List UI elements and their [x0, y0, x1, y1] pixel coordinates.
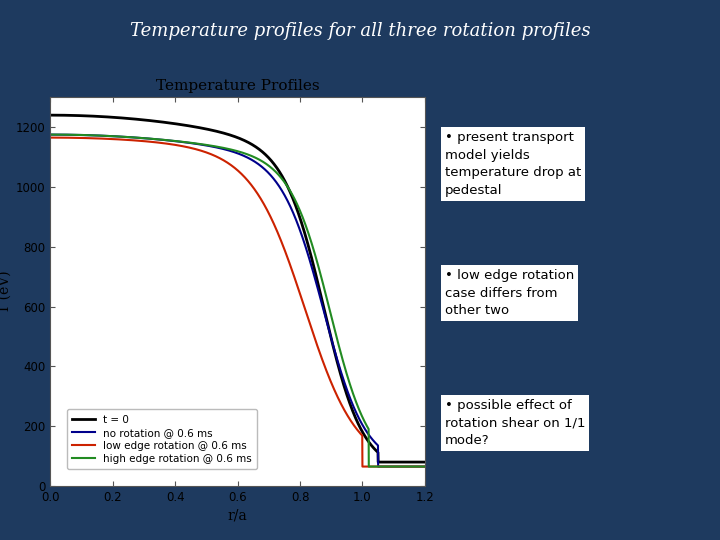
Text: • possible effect of
rotation shear on 1/1
mode?: • possible effect of rotation shear on 1…	[445, 399, 585, 447]
X-axis label: r/a: r/a	[228, 508, 248, 522]
high edge rotation @ 0.6 ms	[364, 463, 373, 470]
t = 0	[410, 459, 418, 465]
Line: no rotation @ 0.6 ms: no rotation @ 0.6 ms	[50, 134, 425, 467]
Line: t = 0: t = 0	[50, 115, 425, 462]
t = 0	[46, 112, 55, 118]
Y-axis label: T (eV): T (eV)	[0, 271, 12, 313]
no rotation @ 0.6 ms	[410, 463, 418, 470]
high edge rotation @ 0.6 ms	[46, 131, 55, 138]
Text: • low edge rotation
case differs from
other two: • low edge rotation case differs from ot…	[445, 269, 574, 317]
high edge rotation @ 0.6 ms	[420, 463, 429, 470]
t = 0	[66, 112, 74, 119]
high edge rotation @ 0.6 ms	[341, 366, 349, 372]
Legend: t = 0, no rotation @ 0.6 ms, low edge rotation @ 0.6 ms, high edge rotation @ 0.: t = 0, no rotation @ 0.6 ms, low edge ro…	[67, 409, 257, 469]
Line: low edge rotation @ 0.6 ms: low edge rotation @ 0.6 ms	[50, 138, 425, 467]
no rotation @ 0.6 ms	[420, 463, 429, 470]
no rotation @ 0.6 ms	[46, 131, 55, 138]
low edge rotation @ 0.6 ms	[341, 408, 349, 415]
t = 0	[374, 459, 382, 465]
Text: • present transport
model yields
temperature drop at
pedestal: • present transport model yields tempera…	[445, 131, 581, 197]
low edge rotation @ 0.6 ms	[358, 463, 366, 470]
Text: Temperature profiles for all three rotation profiles: Temperature profiles for all three rotat…	[130, 22, 590, 40]
t = 0	[410, 459, 418, 465]
high edge rotation @ 0.6 ms	[410, 463, 418, 470]
low edge rotation @ 0.6 ms	[218, 157, 227, 163]
no rotation @ 0.6 ms	[228, 148, 237, 155]
low edge rotation @ 0.6 ms	[66, 134, 74, 141]
high edge rotation @ 0.6 ms	[228, 147, 237, 153]
no rotation @ 0.6 ms	[341, 382, 349, 388]
low edge rotation @ 0.6 ms	[228, 163, 237, 170]
low edge rotation @ 0.6 ms	[420, 463, 429, 470]
low edge rotation @ 0.6 ms	[410, 463, 418, 470]
no rotation @ 0.6 ms	[66, 132, 74, 138]
high edge rotation @ 0.6 ms	[66, 132, 74, 138]
t = 0	[420, 459, 429, 465]
t = 0	[228, 132, 237, 139]
low edge rotation @ 0.6 ms	[410, 463, 418, 470]
no rotation @ 0.6 ms	[218, 146, 227, 152]
t = 0	[341, 387, 349, 393]
high edge rotation @ 0.6 ms	[410, 463, 418, 470]
low edge rotation @ 0.6 ms	[46, 134, 55, 141]
Title: Temperature Profiles: Temperature Profiles	[156, 79, 320, 93]
no rotation @ 0.6 ms	[374, 463, 382, 470]
t = 0	[218, 130, 227, 136]
no rotation @ 0.6 ms	[410, 463, 418, 470]
high edge rotation @ 0.6 ms	[218, 145, 227, 151]
Line: high edge rotation @ 0.6 ms: high edge rotation @ 0.6 ms	[50, 134, 425, 467]
